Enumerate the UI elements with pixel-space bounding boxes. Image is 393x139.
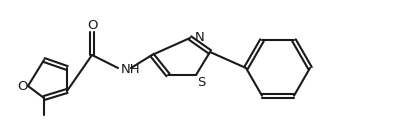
- Text: O: O: [17, 80, 27, 92]
- Text: N: N: [195, 30, 205, 44]
- Text: NH: NH: [121, 63, 141, 75]
- Text: S: S: [197, 75, 205, 89]
- Text: O: O: [87, 18, 97, 32]
